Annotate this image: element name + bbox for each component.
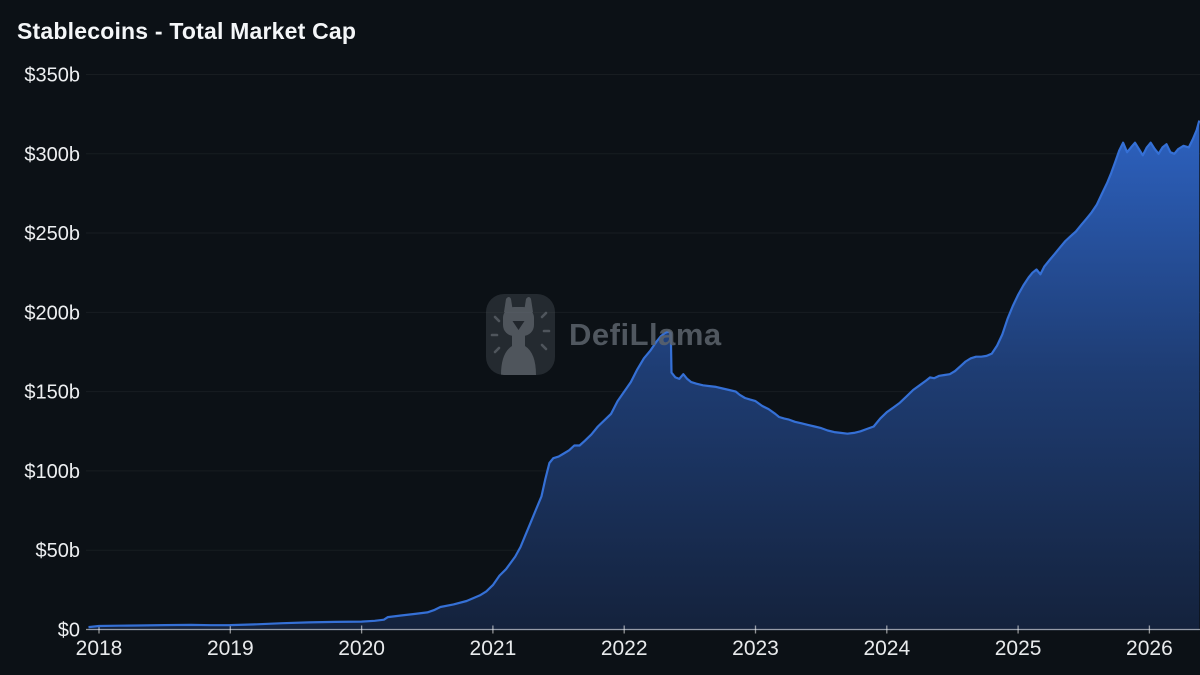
y-axis-tick-label: $50b bbox=[36, 540, 81, 562]
x-axis-tick-label: 2018 bbox=[76, 637, 123, 660]
x-axis-tick-label: 2022 bbox=[601, 637, 648, 660]
x-axis-tick-label: 2025 bbox=[995, 637, 1042, 660]
x-axis-tick-label: 2021 bbox=[470, 637, 517, 660]
x-axis-tick-label: 2024 bbox=[863, 637, 910, 660]
y-axis-tick-label: $250b bbox=[24, 223, 80, 245]
x-axis-tick-marks bbox=[98, 625, 1151, 634]
x-axis-labels: 2018 2019 2020 2021 2022 2023 2024 2025 2026 bbox=[76, 637, 1173, 660]
y-axis-tick-label: $200b bbox=[24, 302, 80, 324]
y-axis-tick-label: $350b bbox=[24, 64, 80, 86]
x-axis-tick-label: 2019 bbox=[207, 637, 254, 660]
x-axis-tick-label: 2023 bbox=[732, 637, 779, 660]
x-axis-tick-label: 2020 bbox=[338, 637, 385, 660]
y-axis-tick-label: $100b bbox=[24, 461, 80, 483]
y-axis-tick-label: $300b bbox=[24, 144, 80, 166]
area-series-fill bbox=[88, 120, 1200, 631]
y-axis-tick-label: $150b bbox=[24, 382, 80, 404]
y-axis-labels: $0 $50b $100b $150b $200b $250b $300b $350b bbox=[24, 64, 80, 641]
page-title: Stablecoins - Total Market Cap bbox=[17, 18, 357, 44]
line-series bbox=[88, 120, 1200, 629]
x-axis-tick-label: 2026 bbox=[1126, 637, 1173, 660]
y-axis-tick-label: $0 bbox=[58, 620, 80, 642]
